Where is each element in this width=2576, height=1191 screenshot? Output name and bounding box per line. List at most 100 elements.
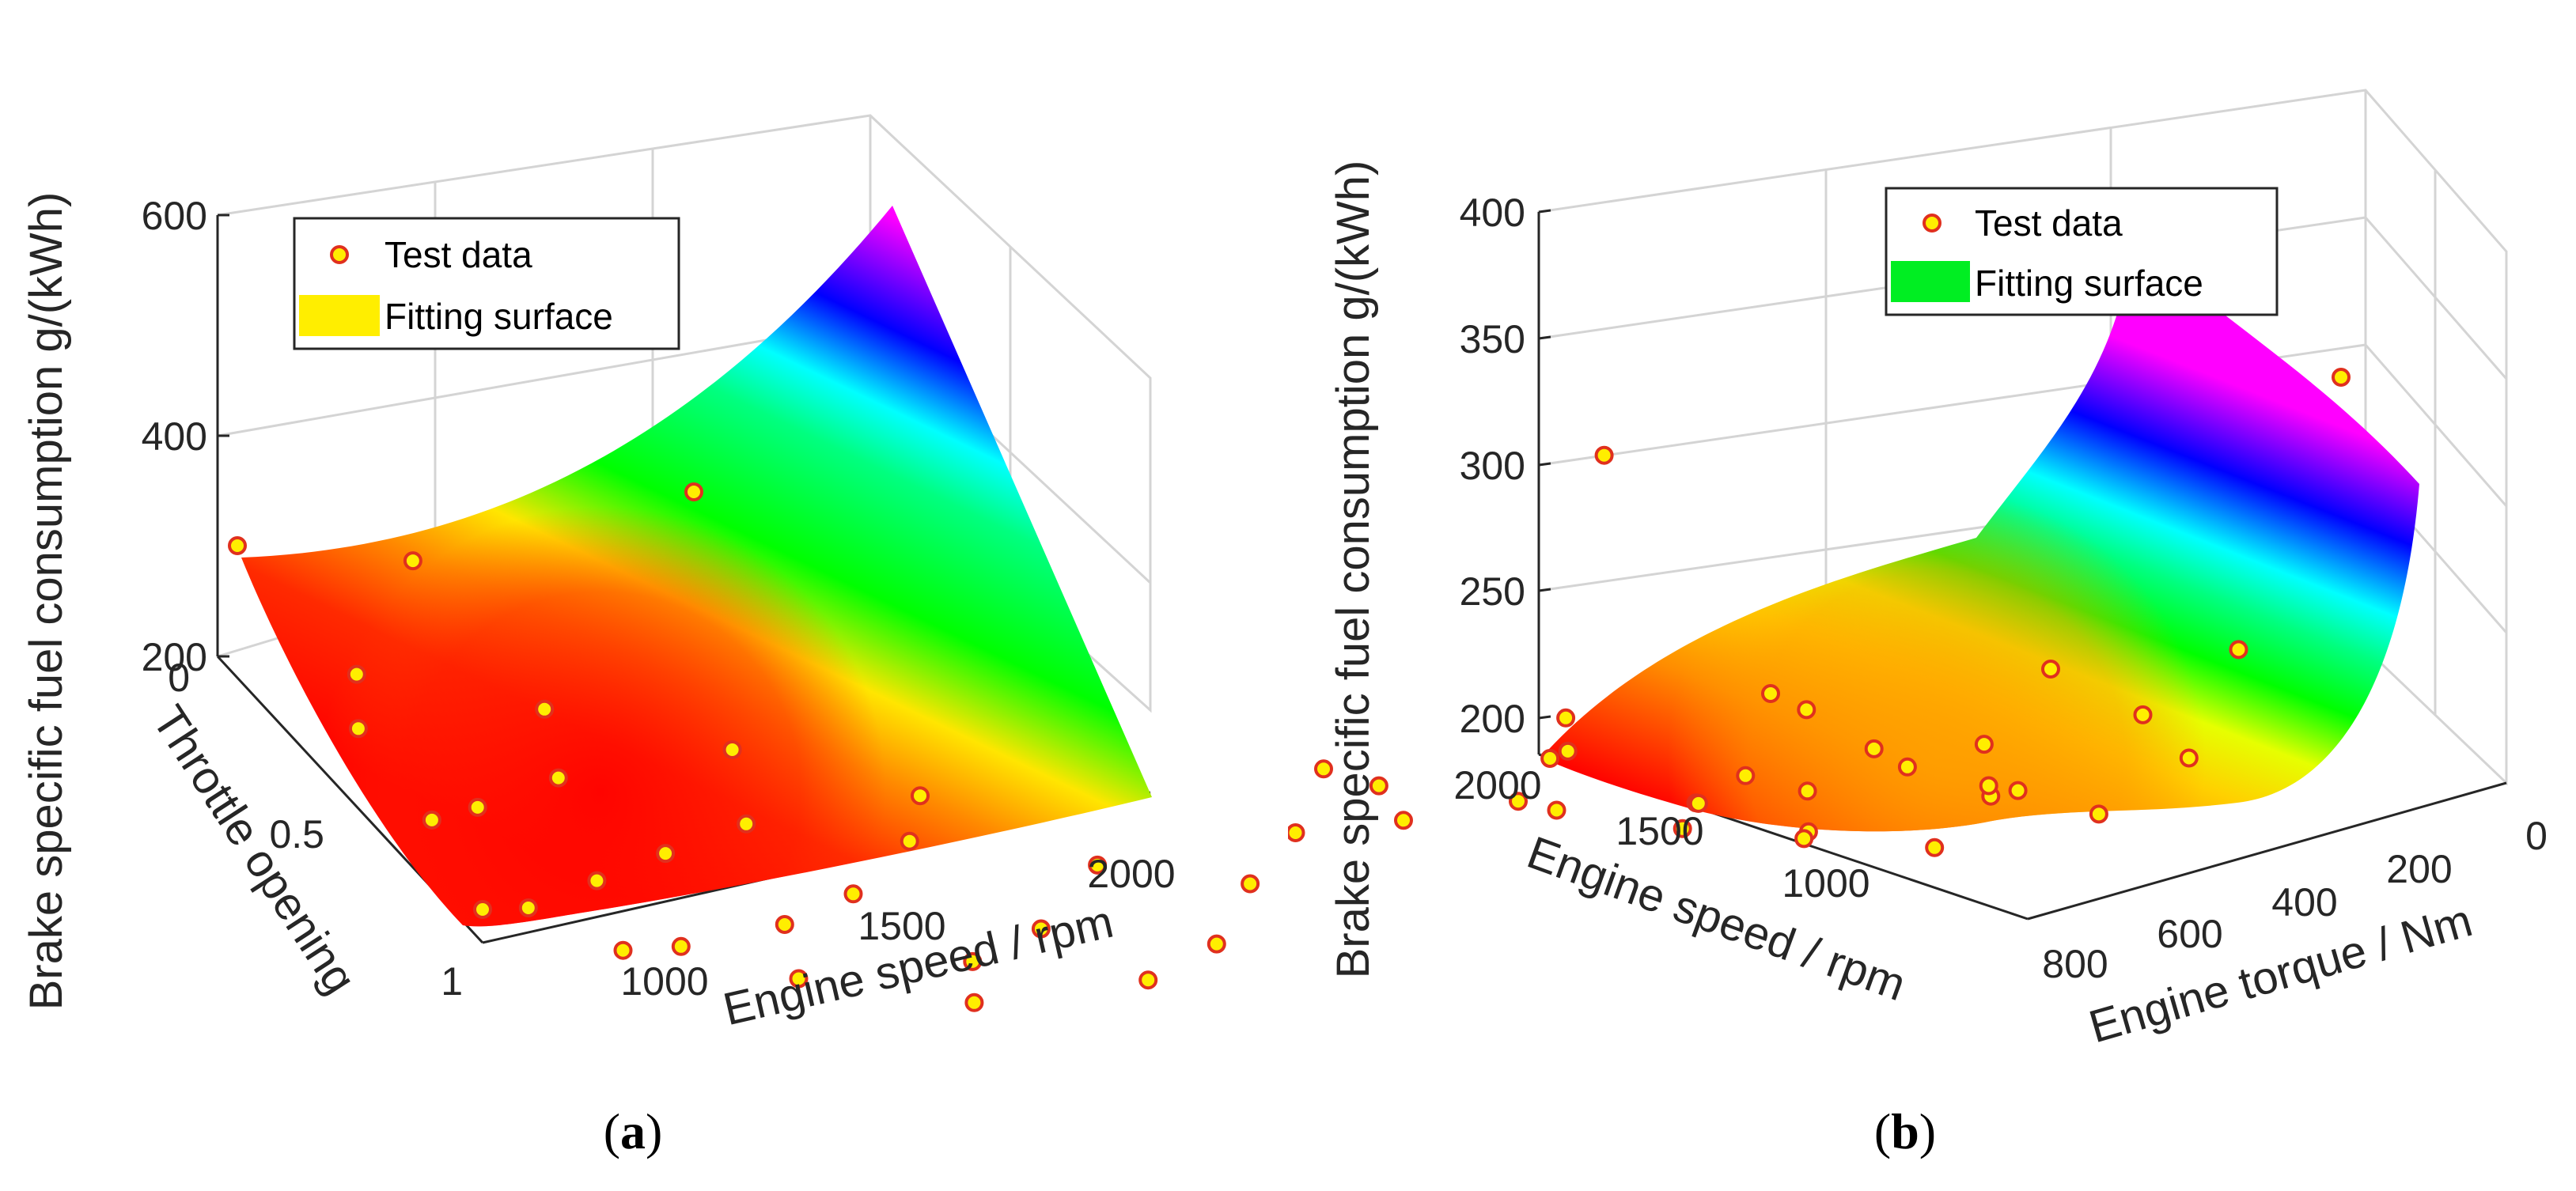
- data-point-marker: [347, 664, 366, 684]
- data-point-marker: [1540, 749, 1560, 768]
- data-point-marker: [1031, 919, 1051, 939]
- data-point-marker: [1673, 819, 1692, 838]
- data-point-marker: [1797, 700, 1816, 720]
- z-tick: [1538, 588, 1551, 592]
- caption-a: (a): [604, 1103, 663, 1159]
- data-point-marker: [1558, 741, 1578, 761]
- data-point-marker: [656, 844, 676, 864]
- surface-low-region-b: [1541, 237, 2419, 832]
- z-tick: [1538, 209, 1551, 214]
- data-point-marker: [911, 786, 930, 806]
- data-point-marker: [671, 936, 691, 956]
- panel-a: 200 400 600 0 0.5 1 1000 1500 2000 Brake…: [21, 114, 1260, 1159]
- x-axis-line: [2027, 781, 2507, 921]
- z-ticks-b: [1538, 209, 1551, 720]
- data-point-marker: [535, 699, 555, 719]
- legend-label-surface: Fitting surface: [1975, 263, 2203, 304]
- data-point-marker: [613, 940, 633, 960]
- legend-label-surface: Fitting surface: [385, 296, 613, 337]
- z-tick-label: 400: [1460, 191, 1525, 235]
- data-point-marker: [900, 831, 919, 851]
- data-point-marker: [1798, 781, 1817, 801]
- z-tick-label: 400: [142, 414, 207, 459]
- z-tick-label: 200: [142, 635, 207, 679]
- data-point-marker: [1974, 735, 1994, 754]
- data-point-marker: [1314, 759, 1333, 779]
- legend-marker-icon: [330, 245, 349, 264]
- data-point-marker: [1509, 792, 1528, 811]
- z-ticks-a: [218, 214, 229, 658]
- data-point-marker: [1088, 855, 1108, 875]
- legend-label-points: Test data: [385, 234, 532, 275]
- surface-low-region-a: [241, 206, 1152, 927]
- y-axis-label: Engine speed / rpm: [1521, 826, 1912, 1011]
- data-point-marker: [684, 482, 703, 501]
- z-tick-label: 200: [1460, 697, 1525, 741]
- legend-a: Test data Fitting surface: [293, 217, 680, 350]
- data-point-marker: [2008, 781, 2028, 800]
- y-tick-label: 1500: [1616, 809, 1703, 853]
- data-point-marker: [722, 740, 742, 759]
- data-point-marker: [1794, 829, 1814, 849]
- z-tick: [1538, 715, 1551, 720]
- data-point-marker: [1547, 800, 1566, 820]
- test-data-points-a: [228, 482, 1260, 1012]
- data-point-marker: [1394, 811, 1413, 830]
- data-point-marker: [1207, 934, 1226, 954]
- caption-b: (b): [1874, 1103, 1936, 1159]
- data-point-marker: [1138, 970, 1158, 990]
- z-tick-label: 350: [1460, 317, 1525, 361]
- data-point-marker: [2229, 640, 2248, 660]
- data-point-marker: [228, 536, 247, 555]
- data-point-marker: [2179, 748, 2199, 768]
- data-point-marker: [1925, 837, 1945, 857]
- data-point-marker: [518, 898, 538, 917]
- z-axis-label: Brake specific fuel consumption g/(kWh): [1328, 161, 1379, 979]
- data-point-marker: [2041, 660, 2060, 679]
- data-point-marker: [1979, 776, 1998, 796]
- data-point-marker: [1761, 684, 1780, 703]
- data-point-marker: [587, 871, 607, 890]
- data-point-marker: [1736, 766, 1756, 785]
- data-point-marker: [963, 951, 983, 971]
- z-tick-label: 600: [142, 194, 207, 238]
- z-tick-label: 300: [1460, 444, 1525, 488]
- data-point-marker: [1556, 708, 1576, 728]
- legend-b: Test data Fitting surface: [1885, 187, 2279, 316]
- data-point-marker: [422, 810, 441, 830]
- x-tick-label: 200: [2386, 847, 2452, 891]
- z-tick: [1538, 462, 1551, 467]
- z-tick: [1538, 335, 1551, 340]
- data-point-marker: [2332, 368, 2351, 387]
- legend-label-points: Test data: [1975, 202, 2123, 244]
- legend-surface-swatch: [1891, 261, 1970, 302]
- y-tick-label: 1: [441, 959, 463, 1004]
- chart-b-svg: 200 250 300 350 400 0 200 400 600 800 20…: [1288, 89, 2548, 1159]
- z-axis-label: Brake specific fuel consumption g/(kWh): [21, 192, 72, 1011]
- data-point-marker: [1864, 739, 1884, 758]
- data-point-marker: [1241, 874, 1260, 894]
- x-tick-label: 600: [2157, 912, 2222, 956]
- x-tick-label: 400: [2271, 880, 2337, 924]
- y-tick-label: 1000: [1782, 861, 1869, 906]
- y-tick-label: 0.5: [269, 812, 324, 856]
- x-tick-label: 2000: [1087, 852, 1175, 896]
- data-point-marker: [843, 884, 863, 904]
- data-point-marker: [1369, 776, 1388, 796]
- z-tick-label: 250: [1460, 569, 1525, 614]
- data-point-marker: [2089, 804, 2108, 824]
- data-point-marker: [1594, 445, 1614, 465]
- x-tick-label: 1500: [858, 904, 945, 948]
- chart-a-svg: 200 400 600 0 0.5 1 1000 1500 2000 Brake…: [21, 114, 1260, 1159]
- x-tick-label: 0: [2525, 814, 2548, 858]
- data-point-marker: [964, 992, 984, 1012]
- data-point-marker: [1897, 757, 1917, 777]
- y-tick-label: 2000: [1453, 763, 1541, 807]
- data-point-marker: [548, 768, 568, 788]
- x-tick-label: 1000: [620, 959, 708, 1004]
- legend-surface-swatch: [299, 295, 380, 336]
- test-data-points-b: [1288, 368, 2351, 857]
- data-point-marker: [1288, 823, 1305, 842]
- data-point-marker: [348, 719, 368, 739]
- x-tick-label: 800: [2042, 942, 2108, 986]
